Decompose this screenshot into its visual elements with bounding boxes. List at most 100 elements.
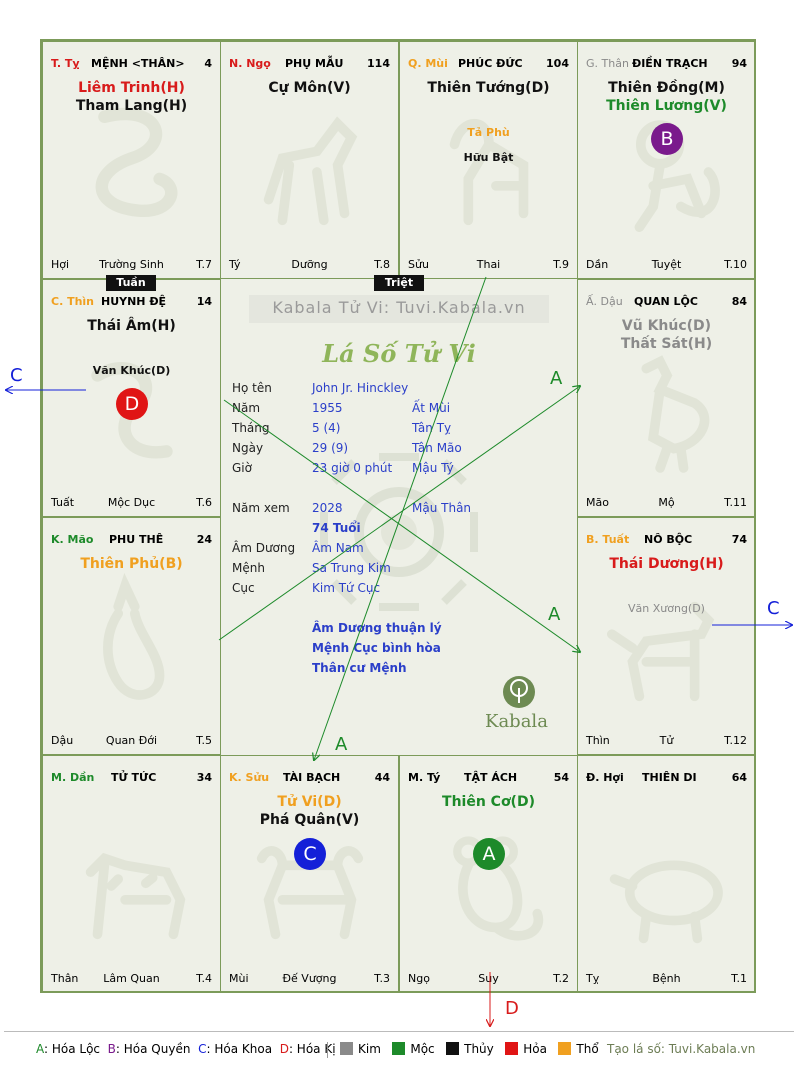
main-star: Thiên Cơ(D) [442, 794, 535, 810]
legend-elements: Kim Mộc Thủy Hỏa Thổ [340, 1042, 599, 1056]
legend-key-b: B [107, 1042, 116, 1056]
main-star: Liêm Trinh(H) [78, 80, 185, 96]
palace-phu-mau[interactable]: N. Ngọ PHỤ MẪU 114 Cự Môn(V) Tý Dưỡng T.8 [220, 41, 399, 279]
foot-month: T.3 [374, 972, 390, 985]
palace-phu-the[interactable]: K. Mão PHU THÊ 24 Thiên Phủ(B) Dậu Quan Đới… [42, 517, 221, 755]
foot-left: Tỵ [586, 972, 600, 985]
palace-tu-tuc[interactable]: M. Dần TỬ TỨC 34 Thân Lâm Quan T.4 [42, 755, 221, 993]
foot-month: T.7 [196, 258, 212, 271]
arrow-label-a: A [335, 734, 348, 755]
branch-label: M. Dần [51, 771, 95, 784]
main-star: Thiên Lương(V) [606, 98, 727, 114]
goat-watermark-icon [449, 118, 529, 226]
legend-key-c: C [198, 1042, 207, 1056]
foot-stage: Quan Đới [105, 734, 158, 747]
palace-number: 14 [196, 295, 212, 308]
foot-month: T.1 [731, 972, 747, 985]
triet-tag: Triệt [374, 275, 424, 291]
branch-label: K. Mão [51, 533, 94, 546]
palace-name: TÀI BẠCH [283, 771, 341, 784]
foot-month: T.9 [553, 258, 569, 271]
palace-phuc-duc[interactable]: Q. Mùi PHÚC ĐỨC 104 Thiên Tướng(D) Tả Phù … [399, 41, 578, 279]
foot-month: T.5 [196, 734, 212, 747]
info-extra: Tân Tỵ [412, 421, 452, 435]
branch-label: N. Ngọ [229, 57, 271, 70]
main-star: Tử Vi(D) [277, 794, 342, 810]
palace-thien-di[interactable]: Đ. Hợi THIÊN DI 64 Tỵ Bệnh T.1 [577, 755, 756, 993]
legend-separator [327, 1042, 328, 1058]
arrow-label-a: A [550, 368, 563, 389]
foot-month: T.12 [724, 734, 747, 747]
hoa-quyen-badge: B [651, 123, 683, 155]
kabala-logo-text: Kabala [485, 711, 548, 732]
hoa-loc-badge: A [473, 838, 505, 870]
foot-month: T.2 [553, 972, 569, 985]
arrow-label-d: D [505, 998, 519, 1019]
legend-key-a: A [36, 1042, 44, 1056]
minor-star: Hữu Bật [463, 151, 514, 164]
aspect-arrows-overlay: A A A C C D [0, 276, 796, 1030]
tiger-watermark-icon [85, 852, 186, 940]
foot-stage: Mộ [658, 496, 675, 509]
site-watermark: Kabala Tử Vi: Tuvi.Kabala.vn [272, 298, 526, 317]
branch-label: K. Sửu [229, 771, 270, 784]
palace-dien-trach[interactable]: G. Thân ĐIỀN TRẠCH 94 Thiên Đồng(M) Thiên L… [577, 41, 756, 279]
foot-stage: Dưỡng [291, 258, 328, 271]
foot-left: Mão [586, 496, 609, 509]
tuan-tag: Tuần [106, 275, 156, 291]
foot-left: Thìn [586, 734, 610, 747]
foot-month: T.10 [724, 258, 747, 271]
info-label: Âm Dương [232, 541, 296, 555]
foot-left: Tuất [51, 496, 75, 509]
tho-swatch-icon [558, 1042, 572, 1055]
main-star: Phá Quân(V) [259, 812, 360, 828]
hoa-khoa-badge: C [294, 838, 326, 870]
info-value: John Jr. Hinckley [312, 381, 409, 395]
foot-stage: Đế Vượng [282, 972, 337, 985]
foot-month: T.11 [724, 496, 747, 509]
horse-watermark-icon [263, 116, 358, 226]
info-extra: Mậu Thân [412, 501, 472, 515]
palace-number: 44 [374, 771, 390, 784]
palace-huynh-de[interactable]: C. Thìn HUYNH ĐỆ 14 Thái Âm(H) Văn Khúc(D)… [42, 279, 221, 517]
tu-vi-chart: T. Tỵ MỆNH <THÂN> 4 Liêm Trinh(H) Tham Lang… [40, 39, 756, 993]
branch-label: C. Thìn [51, 295, 95, 308]
info-extra: Tân Mão [412, 441, 462, 455]
palace-quan-loc[interactable]: Ấ. Dậu QUAN LỘC 84 Vũ Khúc(D) Thất Sát(H) M… [577, 279, 756, 517]
hoa-swatch-icon [505, 1042, 519, 1055]
info-value: 29 (9) [312, 441, 349, 455]
center-info-panel: Kabala Tử Vi: Tuvi.Kabala.vn Lá Số Tử Vi… [220, 279, 578, 755]
legend-text: Hóa Quyền [123, 1042, 191, 1056]
monkey-watermark-icon [634, 120, 720, 233]
palace-no-boc[interactable]: B. Tuất NÔ BỘC 74 Thái Dương(H) Văn Xương(… [577, 517, 756, 755]
palace-number: 84 [731, 295, 747, 308]
palace-tat-ach[interactable]: M. Tý TẬT ÁCH 54 Thiên Cơ(D) A Ngọ Suy T.2 [399, 755, 578, 993]
foot-left: Hợi [51, 258, 70, 271]
main-star: Thiên Đồng(M) [608, 80, 725, 96]
branch-label: Ấ. Dậu [586, 295, 623, 308]
info-label: Năm xem [232, 501, 290, 515]
palace-number: 24 [196, 533, 212, 546]
credit-link[interactable]: Tạo lá số: Tuvi.Kabala.vn [607, 1042, 756, 1056]
palace-name: PHÚC ĐỨC [458, 57, 523, 70]
foot-stage: Trường Sinh [99, 258, 164, 271]
palace-name: MỆNH <THÂN> [91, 57, 185, 70]
palace-number: 4 [204, 57, 212, 70]
foot-stage: Lâm Quan [103, 972, 160, 985]
palace-name: TẬT ÁCH [464, 771, 518, 784]
palace-number: 104 [546, 57, 569, 70]
palace-number: 94 [731, 57, 747, 70]
branch-label: B. Tuất [586, 533, 630, 546]
cat-watermark-icon [103, 572, 165, 700]
foot-stage: Thai [476, 258, 501, 271]
info-label: Tháng [232, 421, 270, 435]
branch-label: Đ. Hợi [586, 771, 624, 784]
foot-stage: Mộc Dục [107, 496, 156, 509]
palace-name: THIÊN DI [642, 771, 697, 784]
minor-star: Văn Khúc(D) [92, 364, 171, 377]
info-value: Âm Nam [312, 541, 364, 555]
palace-tai-bach[interactable]: K. Sửu TÀI BẠCH 44 Tử Vi(D) Phá Quân(V) C M… [220, 755, 399, 993]
ox-watermark-icon [256, 846, 364, 940]
foot-left: Mùi [229, 972, 249, 985]
palace-name: TỬ TỨC [111, 771, 157, 784]
